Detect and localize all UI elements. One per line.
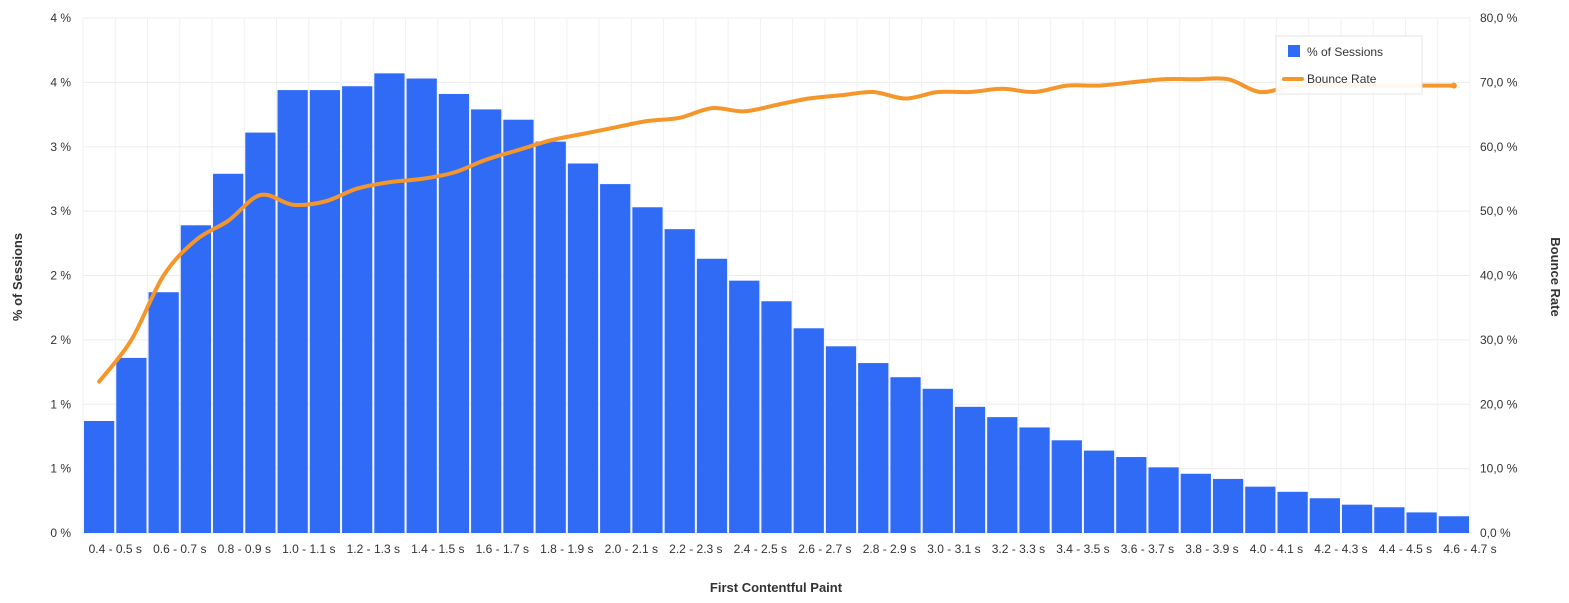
x-tick-label: 1.6 - 1.7 s (476, 542, 529, 556)
x-tick-label: 3.6 - 3.7 s (1121, 542, 1174, 556)
bar (825, 346, 857, 533)
bar (664, 229, 695, 533)
x-tick-label: 2.4 - 2.5 s (734, 542, 787, 556)
bar-series-sessions (84, 73, 1469, 534)
bar (406, 78, 437, 533)
right-tick-label: 40,0 % (1480, 269, 1518, 283)
x-tick-label: 2.8 - 2.9 s (863, 542, 916, 556)
bar (1406, 512, 1437, 533)
bar (535, 141, 566, 533)
bar (1083, 450, 1115, 533)
left-axis-title: % of Sessions (10, 233, 25, 321)
right-tick-label: 70,0 % (1480, 75, 1518, 89)
left-axis-ticks: 0 % 1 % 1 % 2 % 2 % 3 % 3 % 4 % 4 % (50, 11, 71, 540)
x-tick-label: 3.2 - 3.3 s (992, 542, 1045, 556)
bar (1341, 504, 1373, 533)
bar (600, 184, 631, 533)
right-tick-label: 0,0 % (1480, 526, 1511, 540)
bar (729, 280, 760, 533)
bar (1438, 516, 1469, 533)
bar (342, 86, 373, 534)
bar (471, 109, 502, 533)
left-tick-label: 1 % (50, 462, 71, 476)
legend: % of Sessions Bounce Rate (1275, 35, 1423, 95)
bounce-rate-line (97, 76, 1456, 384)
bar (1116, 457, 1147, 533)
right-tick-label: 80,0 % (1480, 11, 1518, 25)
x-axis-title: First Contentful Paint (710, 580, 843, 595)
x-tick-label: 3.4 - 3.5 s (1056, 542, 1109, 556)
legend-label-bounce-rate: Bounce Rate (1307, 72, 1377, 86)
bar (245, 132, 276, 533)
bar (567, 163, 599, 534)
line-series-bounce-rate (97, 76, 1457, 384)
bar (793, 328, 824, 533)
left-tick-label: 4 % (50, 11, 71, 25)
x-tick-label: 0.4 - 0.5 s (89, 542, 142, 556)
bar (954, 406, 986, 533)
bar (696, 258, 728, 533)
left-tick-label: 4 % (50, 75, 71, 89)
left-tick-label: 3 % (50, 140, 71, 154)
bar (503, 119, 534, 534)
bar (1374, 507, 1405, 533)
bar (1180, 473, 1211, 533)
left-tick-label: 2 % (50, 333, 71, 347)
bar (84, 420, 115, 533)
x-tick-label: 4.4 - 4.5 s (1379, 542, 1432, 556)
x-tick-label: 4.6 - 4.7 s (1443, 542, 1496, 556)
x-tick-label: 2.0 - 2.1 s (605, 542, 658, 556)
right-axis-title: Bounce Rate (1548, 237, 1563, 316)
x-tick-label: 1.8 - 1.9 s (540, 542, 593, 556)
bar (374, 73, 405, 534)
bar (309, 90, 341, 533)
x-tick-label: 3.0 - 3.1 s (927, 542, 980, 556)
x-tick-label: 2.6 - 2.7 s (798, 542, 851, 556)
right-tick-label: 50,0 % (1480, 204, 1518, 218)
x-tick-label: 0.6 - 0.7 s (153, 542, 206, 556)
x-tick-label: 3.8 - 3.9 s (1185, 542, 1238, 556)
bar (180, 225, 212, 533)
line-end-point (1450, 82, 1457, 89)
bar (1309, 498, 1340, 533)
right-tick-label: 10,0 % (1480, 462, 1518, 476)
x-tick-label: 2.2 - 2.3 s (669, 542, 722, 556)
bar (1277, 491, 1308, 533)
left-tick-label: 1 % (50, 397, 71, 411)
x-tick-label: 1.4 - 1.5 s (411, 542, 464, 556)
right-axis-ticks: 0,0 % 10,0 % 20,0 % 30,0 % 40,0 % 50,0 % 60,0 … (1480, 11, 1518, 540)
legend-label-sessions: % of Sessions (1307, 45, 1383, 59)
bar (632, 207, 663, 533)
bar (1051, 440, 1082, 533)
bar (987, 417, 1018, 533)
bar (1019, 427, 1050, 533)
x-tick-label: 1.0 - 1.1 s (282, 542, 335, 556)
legend-swatch-sessions (1288, 45, 1300, 57)
x-tick-label: 4.0 - 4.1 s (1250, 542, 1303, 556)
legend-box (1275, 35, 1423, 95)
bar (922, 388, 953, 533)
bar (1245, 486, 1276, 533)
bar (213, 173, 244, 533)
left-tick-label: 0 % (50, 526, 71, 540)
bar (890, 377, 921, 533)
left-tick-label: 2 % (50, 269, 71, 283)
x-tick-label: 4.2 - 4.3 s (1314, 542, 1367, 556)
right-tick-label: 60,0 % (1480, 140, 1518, 154)
x-tick-label: 1.2 - 1.3 s (347, 542, 400, 556)
bar (116, 357, 147, 533)
bar (858, 363, 889, 533)
left-tick-label: 3 % (50, 204, 71, 218)
bar (1212, 478, 1244, 533)
x-tick-label: 0.8 - 0.9 s (218, 542, 271, 556)
bar (1148, 467, 1179, 533)
bar (438, 93, 470, 534)
bar (761, 301, 792, 533)
right-tick-label: 30,0 % (1480, 333, 1518, 347)
right-tick-label: 20,0 % (1480, 397, 1518, 411)
bar (148, 292, 179, 533)
x-axis-ticks: 0.4 - 0.5 s 0.6 - 0.7 s 0.8 - 0.9 s 1.0 - 1… (89, 542, 1497, 556)
bar (277, 90, 308, 533)
